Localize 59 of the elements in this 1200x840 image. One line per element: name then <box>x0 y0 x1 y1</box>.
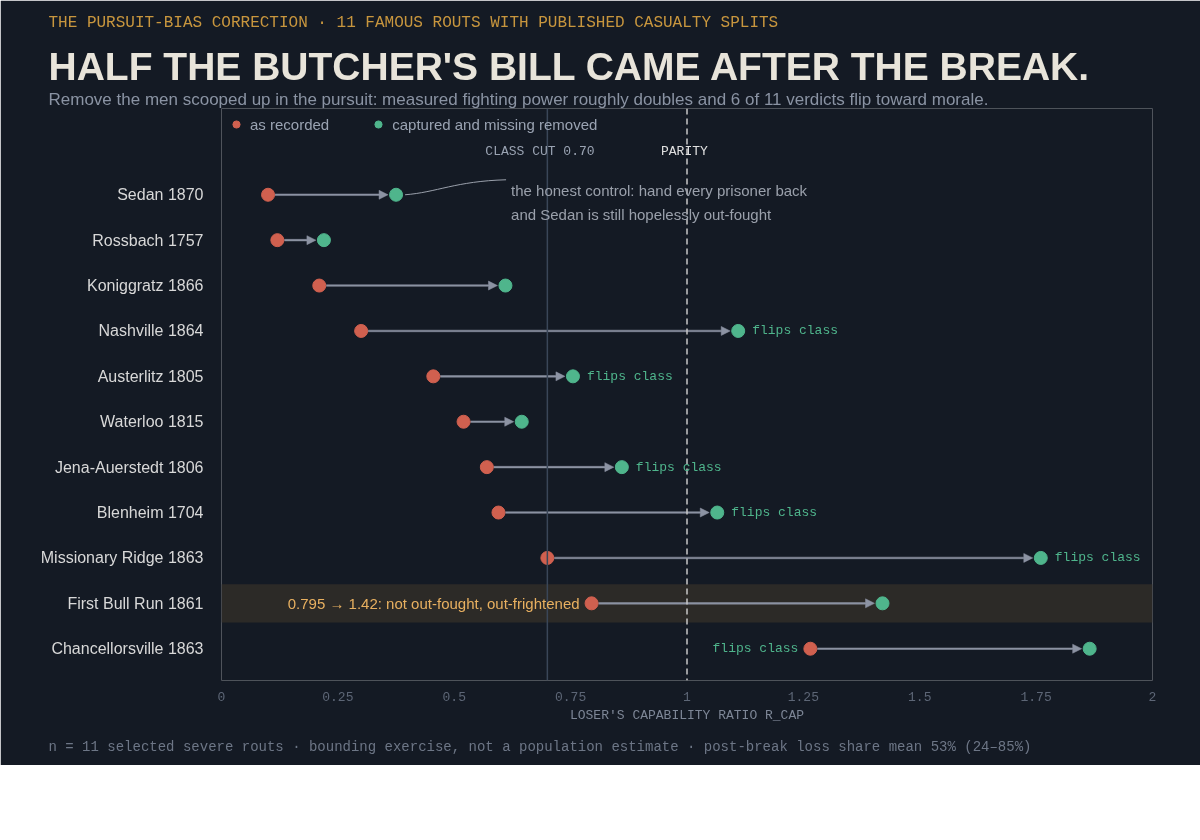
y-tick-label: Nashville 1864 <box>98 322 204 340</box>
y-tick-label: Chancellorsville 1863 <box>51 640 204 658</box>
y-tick-label: Waterloo 1815 <box>100 413 204 431</box>
y-tick-label: Rossbach 1757 <box>92 231 204 249</box>
point <box>514 414 529 429</box>
annotation: flips class <box>1054 550 1141 566</box>
legend-label: captured and missing removed <box>392 115 598 133</box>
point <box>1082 641 1097 656</box>
y-tick-label: Blenheim 1704 <box>96 504 204 522</box>
x-tick-label: 2 <box>1148 689 1157 705</box>
chart-subtitle: Remove the men scooped up in the pursuit: measured fighting power roughly doubles and 6 of 11 verdicts flip toward morale. <box>48 89 989 109</box>
point <box>875 596 890 611</box>
point <box>312 278 327 293</box>
point <box>261 187 276 202</box>
x-tick-label: 0 <box>217 689 226 705</box>
point <box>498 278 513 293</box>
text: n = 11 selected severe routs · bounding exercise, not a population estimate · post-break loss share mean 53% (24–85%) <box>48 738 1032 755</box>
point <box>456 414 471 429</box>
point <box>584 596 599 611</box>
chart-title: HALF THE BUTCHER'S BILL CAME AFTER THE BREAK. <box>48 44 1090 88</box>
annotation: flips class <box>731 505 818 521</box>
ref-line-label: PARITY <box>661 144 709 160</box>
x-tick-label: 0.5 <box>442 689 466 705</box>
point <box>316 233 331 248</box>
annotation: flips class <box>635 459 722 475</box>
legend-label: as recorded <box>250 115 330 133</box>
y-tick-label: Austerlitz 1805 <box>97 367 204 385</box>
y-tick-label: First Bull Run 1861 <box>67 594 204 612</box>
y-tick-label: Jena-Auerstedt 1806 <box>54 458 204 476</box>
y-tick-label: Sedan 1870 <box>117 186 204 204</box>
x-tick-label: 1 <box>683 689 692 705</box>
annotation: flips class <box>586 368 673 384</box>
annotation: the honest control: hand every prisoner back and Sedan is still hopelessly out-fought <box>511 181 808 224</box>
x-tick-label: 1.25 <box>787 689 819 705</box>
point <box>426 369 441 384</box>
ref-line-label: CLASS CUT 0.70 <box>485 144 595 160</box>
point <box>491 505 506 520</box>
point <box>710 505 725 520</box>
annotation: flips class <box>712 641 799 657</box>
point <box>565 369 580 384</box>
y-tick-label: Missionary Ridge 1863 <box>40 549 204 567</box>
x-tick-label: 1.75 <box>1020 689 1052 705</box>
y-tick-label: Koniggratz 1866 <box>86 277 204 295</box>
x-axis-title: LOSER'S CAPABILITY RATIO R_CAP <box>569 707 805 723</box>
x-tick-label: 0.75 <box>555 689 587 705</box>
point <box>479 460 494 475</box>
point <box>354 323 369 338</box>
point <box>540 550 555 565</box>
point <box>389 187 404 202</box>
annotation: 0.795 → 1.42: not out-fought, out-frightened <box>287 594 580 612</box>
point <box>731 323 746 338</box>
x-tick-label: 0.25 <box>322 689 354 705</box>
point <box>614 460 629 475</box>
point <box>803 641 818 656</box>
x-tick-label: 1.5 <box>908 689 932 705</box>
text: THE PURSUIT-BIAS CORRECTION · 11 FAMOUS ROUTS WITH PUBLISHED CASUALTY SPLITS <box>48 13 779 32</box>
point <box>1033 550 1048 565</box>
point <box>270 233 285 248</box>
annotation: flips class <box>752 323 839 339</box>
